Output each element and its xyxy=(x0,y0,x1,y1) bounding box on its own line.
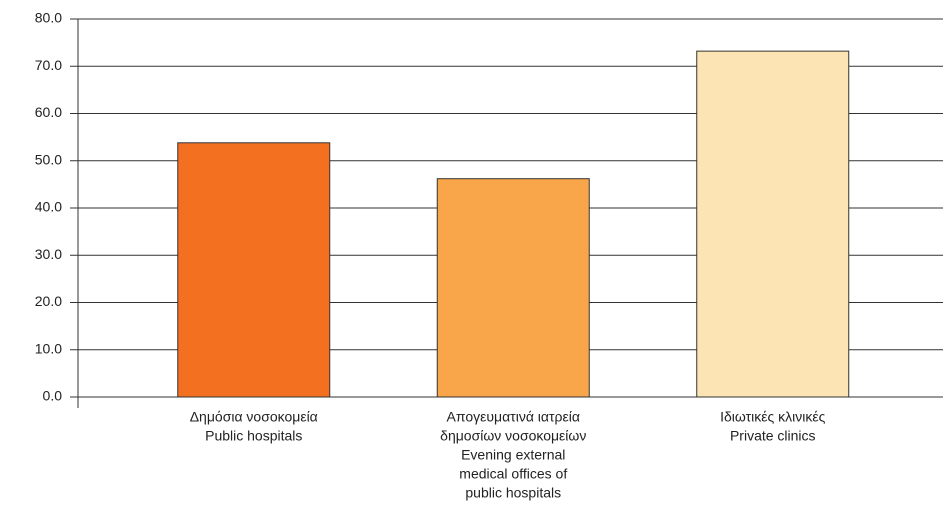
y-tick-label: 60.0 xyxy=(35,104,62,120)
y-tick-label: 80.0 xyxy=(35,10,62,26)
y-tick-label: 10.0 xyxy=(35,340,62,356)
y-tick-label: 20.0 xyxy=(35,293,62,309)
y-tick-label: 50.0 xyxy=(35,151,62,167)
y-tick-label: 30.0 xyxy=(35,246,62,262)
bar xyxy=(436,178,590,398)
x-tick-label: public hospitals xyxy=(465,485,561,501)
x-tick-label: Δημόσια νοσοκομεία xyxy=(190,409,318,425)
x-tick-label: Evening external xyxy=(461,447,565,463)
y-tick-label: 70.0 xyxy=(35,57,62,73)
x-tick-label: Απογευματινά ιατρεία xyxy=(447,409,580,425)
bar xyxy=(696,50,850,398)
bar xyxy=(177,142,331,398)
x-tick-label: Ιδιωτικές κλινικές xyxy=(720,409,826,425)
x-tick-label: medical offices of xyxy=(459,466,567,482)
x-tick-label: Public hospitals xyxy=(205,428,302,444)
y-tick-label: 40.0 xyxy=(35,199,62,215)
x-tick-label: δημοσίων νοσοκομείων xyxy=(440,428,586,444)
x-tick-label: Private clinics xyxy=(730,428,816,444)
y-tick-label: 0.0 xyxy=(43,388,63,404)
